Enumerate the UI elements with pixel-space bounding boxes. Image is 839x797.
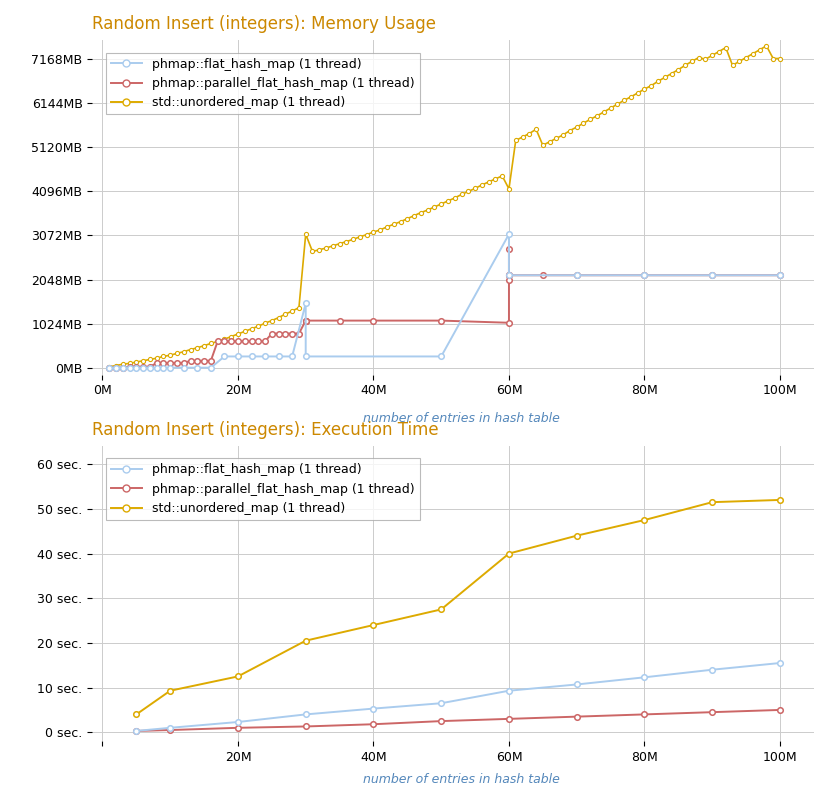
Legend: phmap::flat_hash_map (1 thread), phmap::parallel_flat_hash_map (1 thread), std::: phmap::flat_hash_map (1 thread), phmap::… xyxy=(106,458,420,520)
Text: number of entries in hash table: number of entries in hash table xyxy=(363,773,560,786)
Text: Random Insert (integers): Execution Time: Random Insert (integers): Execution Time xyxy=(92,421,439,439)
Text: number of entries in hash table: number of entries in hash table xyxy=(363,412,560,425)
Legend: phmap::flat_hash_map (1 thread), phmap::parallel_flat_hash_map (1 thread), std::: phmap::flat_hash_map (1 thread), phmap::… xyxy=(106,53,420,114)
Text: Random Insert (integers): Memory Usage: Random Insert (integers): Memory Usage xyxy=(92,14,436,33)
